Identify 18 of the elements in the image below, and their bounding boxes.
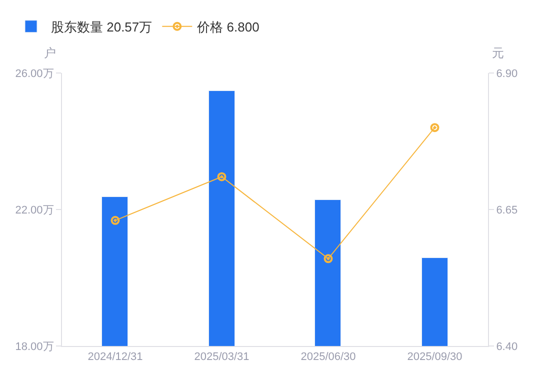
y2-axis-title: 元: [492, 46, 504, 60]
y2-tick-label: 6.65: [496, 204, 518, 216]
point: [217, 172, 226, 182]
x-tick-label: 2025/03/31: [194, 351, 250, 364]
point: [324, 254, 333, 264]
y-tick-label: 26.00万: [15, 68, 54, 80]
legend-label: 股东数量 20.57万: [51, 19, 152, 34]
x-tick-label: 2024/12/31: [88, 351, 143, 364]
y2-tick-label: 6.40: [496, 340, 518, 353]
legend-label: 价格 6.800: [196, 19, 260, 34]
y-tick-label: 18.00万: [15, 340, 54, 353]
x-tick-label: 2025/09/30: [407, 351, 462, 364]
y-tick-label: 22.00万: [15, 204, 54, 216]
y-axis-title: 户: [44, 46, 56, 60]
y2-tick-label: 6.90: [496, 68, 518, 80]
point: [110, 216, 120, 225]
point: [430, 123, 440, 132]
x-tick-label: 2025/06/30: [300, 351, 356, 364]
